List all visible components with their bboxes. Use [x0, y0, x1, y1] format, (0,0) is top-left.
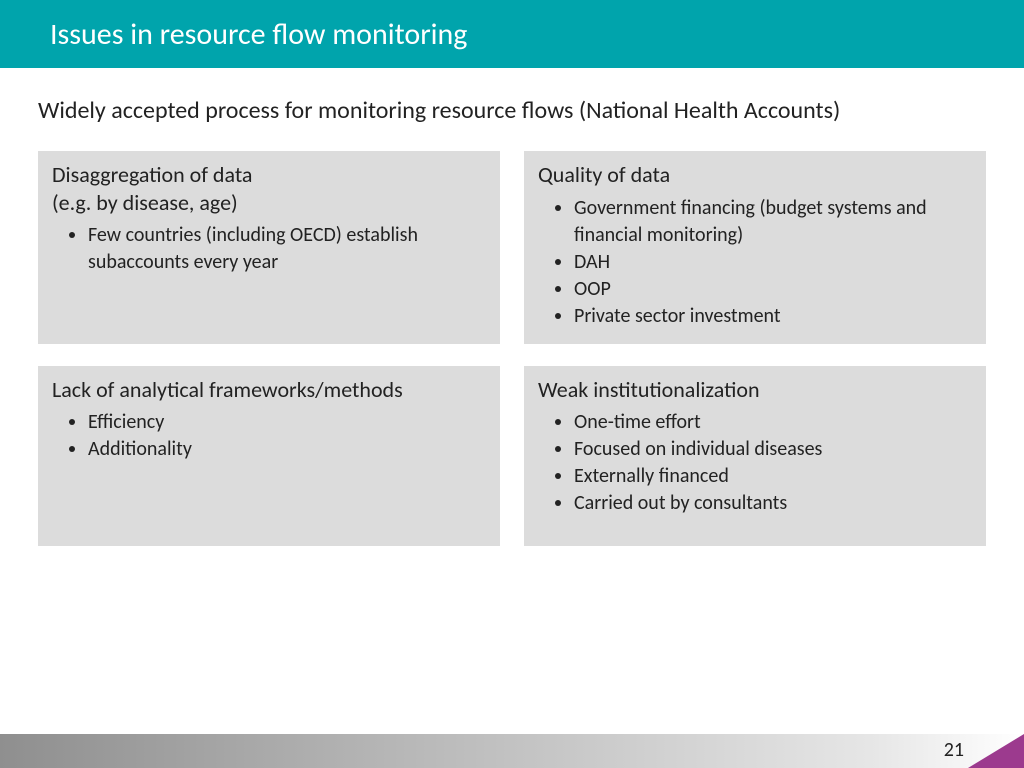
- bullet: OOP: [574, 276, 972, 303]
- card-bullets: Efficiency Additionality: [88, 409, 486, 463]
- bullet: Externally financed: [574, 463, 972, 490]
- card-heading: Lack of analytical frameworks/methods: [52, 376, 486, 404]
- bullet: Focused on individual diseases: [574, 436, 972, 463]
- bullet: Private sector investment: [574, 303, 972, 330]
- card-subheading: (e.g. by disease, age): [52, 189, 486, 217]
- slide-title: Issues in resource flow monitoring: [50, 16, 467, 53]
- card-heading: Quality of data: [538, 161, 972, 189]
- bullet: One-time effort: [574, 409, 972, 436]
- title-bar: Issues in resource flow monitoring: [0, 0, 1024, 68]
- bullet: DAH: [574, 249, 972, 276]
- accent-triangle-icon: [968, 734, 1024, 768]
- card-institutionalization: Weak institutionalization One-time effor…: [524, 366, 986, 546]
- footer-bar: 21: [0, 734, 1024, 768]
- page-number: 21: [944, 738, 964, 762]
- bullet: Government financing (budget systems and…: [574, 195, 972, 249]
- card-disaggregation: Disaggregation of data (e.g. by disease,…: [38, 151, 500, 344]
- card-heading: Weak institutionalization: [538, 376, 972, 404]
- bullet: Efficiency: [88, 409, 486, 436]
- card-frameworks: Lack of analytical frameworks/methods Ef…: [38, 366, 500, 546]
- card-bullets: Government financing (budget systems and…: [574, 195, 972, 330]
- card-grid: Disaggregation of data (e.g. by disease,…: [38, 151, 986, 546]
- bullet: Additionality: [88, 436, 486, 463]
- card-bullets: Few countries (including OECD) establish…: [88, 222, 486, 276]
- bullet: Few countries (including OECD) establish…: [88, 222, 486, 276]
- slide-subtitle: Widely accepted process for monitoring r…: [38, 96, 1024, 125]
- card-bullets: One-time effort Focused on individual di…: [574, 409, 972, 517]
- bullet: Carried out by consultants: [574, 490, 972, 517]
- card-quality: Quality of data Government financing (bu…: [524, 151, 986, 344]
- card-heading: Disaggregation of data: [52, 161, 486, 189]
- slide: Issues in resource flow monitoring Widel…: [0, 0, 1024, 768]
